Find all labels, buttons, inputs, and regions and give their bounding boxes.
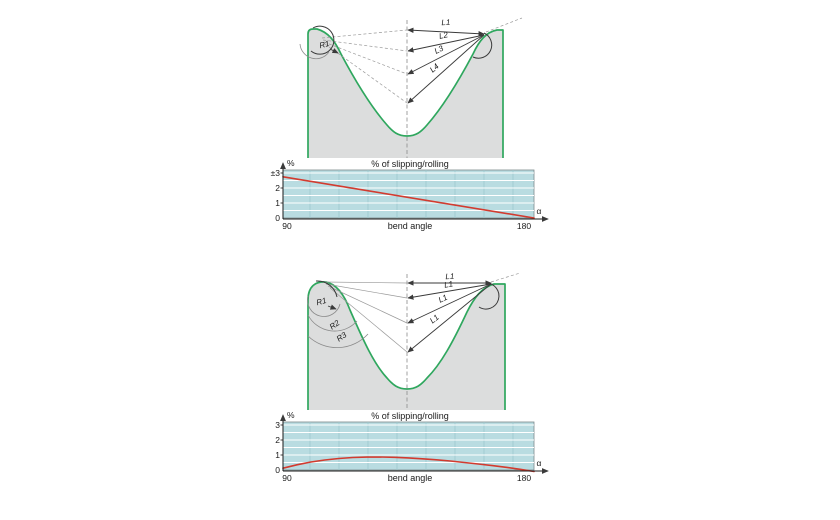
radius-indicator-arc-r1	[299, 43, 330, 60]
die-cross-section	[308, 29, 503, 158]
length-label-2: L1	[443, 279, 453, 289]
horizontal-gridlines	[283, 424, 534, 463]
y-tick-2: 2	[275, 435, 280, 445]
radius-label-r1: R1	[315, 296, 327, 307]
y-axis-ticks	[280, 172, 283, 204]
y-axis-unit-label: %	[287, 158, 295, 168]
die-groove-outline	[307, 28, 504, 158]
x-axis-label: bend angle	[388, 221, 433, 231]
y-axis-unit-label: %	[287, 410, 295, 420]
length-label-l4: L4	[428, 61, 441, 74]
slipping-rolling-curve	[282, 456, 535, 473]
x-tick-90: 90	[282, 473, 292, 483]
y-tick-labels: 3 2 1 0	[275, 420, 280, 475]
tangent-extension-dashed-line	[485, 17, 523, 33]
die-diagram-constant-radius: L1 L2 L3 L4 R1	[299, 17, 523, 158]
slipping-rolling-chart-1: % of slipping/rolling % ±3 2 1 0 90 bend…	[271, 158, 549, 231]
x-tick-90: 90	[282, 221, 292, 231]
length-label-1: L1	[445, 272, 454, 281]
die-cross-section	[308, 281, 505, 410]
y-tick-1: 1	[275, 198, 280, 208]
length-label-l1: L1	[441, 18, 450, 27]
radius-leader-arrow	[327, 304, 337, 310]
y-tick-1: 1	[275, 450, 280, 460]
alpha-symbol: α	[537, 458, 542, 468]
y-tick-3: 3	[275, 420, 280, 430]
left-bend-radius-arc	[310, 25, 335, 55]
left-corner-dashed-leaders	[321, 29, 408, 104]
alpha-symbol: α	[537, 206, 542, 216]
length-label-l2: L2	[438, 30, 449, 41]
leg-length-arrows	[407, 27, 485, 104]
length-label-l3: L3	[433, 44, 445, 56]
die-diagram-progressive-radius: L1 L1 L1 L1 R1 R2 R3	[307, 272, 521, 410]
y-tick-3: ±3	[271, 168, 281, 178]
length-label-4: L1	[428, 313, 441, 326]
left-corner-leaders	[323, 281, 408, 353]
length-labels: L1 L1 L1 L1	[428, 272, 454, 326]
y-tick-0: 0	[275, 213, 280, 223]
radius-arc-r2	[307, 314, 358, 332]
x-axis-label: bend angle	[388, 473, 433, 483]
horizontal-gridlines	[283, 172, 534, 211]
leg-length-arrows	[407, 280, 492, 353]
y-tick-labels: ±3 2 1 0	[271, 168, 281, 223]
slipping-rolling-curve	[282, 175, 535, 219]
radius-arc-r3	[307, 333, 369, 349]
x-tick-180: 180	[517, 221, 531, 231]
y-tick-0: 0	[275, 465, 280, 475]
right-bend-radius-arc	[478, 282, 500, 310]
radius-leader-arrow	[329, 48, 339, 54]
radius-indicator-arcs	[307, 295, 369, 349]
radius-arc-r1	[307, 295, 341, 317]
x-tick-180: 180	[517, 473, 531, 483]
length-label-3: L1	[437, 293, 449, 305]
tangent-extension-dashed-line	[490, 272, 521, 283]
chart-title: % of slipping/rolling	[371, 159, 449, 169]
left-bend-radius-arc	[315, 280, 338, 298]
die-groove-outline	[307, 281, 506, 410]
chart-title: % of slipping/rolling	[371, 411, 449, 421]
y-tick-2: 2	[275, 183, 280, 193]
slipping-rolling-chart-2: % of slipping/rolling % 3 2 1 0 90 bend …	[275, 410, 549, 483]
radius-label-r1: R1	[318, 39, 330, 50]
right-bend-radius-arc	[472, 32, 493, 59]
y-axis-ticks	[280, 424, 283, 456]
